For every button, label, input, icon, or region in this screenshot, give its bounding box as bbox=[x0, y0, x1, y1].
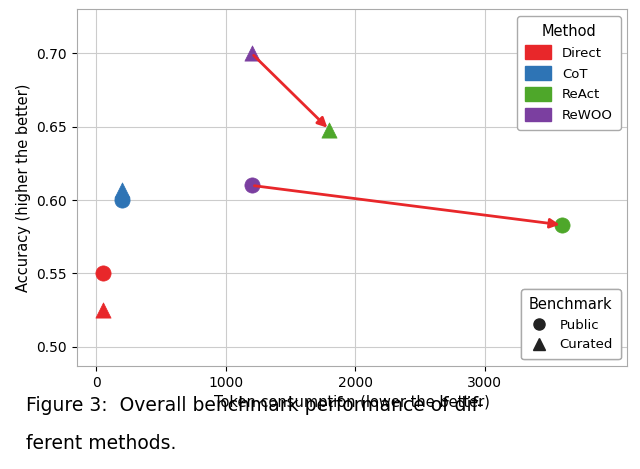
Point bbox=[246, 182, 257, 189]
Text: Figure 3:  Overall benchmark performance of dif-: Figure 3: Overall benchmark performance … bbox=[26, 396, 483, 416]
Text: ferent methods.: ferent methods. bbox=[26, 434, 176, 453]
Point bbox=[97, 306, 108, 314]
X-axis label: Token consumption (lower the better): Token consumption (lower the better) bbox=[214, 395, 490, 410]
Point bbox=[557, 221, 568, 229]
Legend: Public, Curated: Public, Curated bbox=[521, 289, 621, 359]
Point bbox=[97, 270, 108, 277]
Y-axis label: Accuracy (higher the better): Accuracy (higher the better) bbox=[16, 83, 31, 292]
Point bbox=[117, 197, 127, 204]
Point bbox=[246, 50, 257, 57]
Point bbox=[324, 126, 335, 133]
Point bbox=[117, 186, 127, 194]
